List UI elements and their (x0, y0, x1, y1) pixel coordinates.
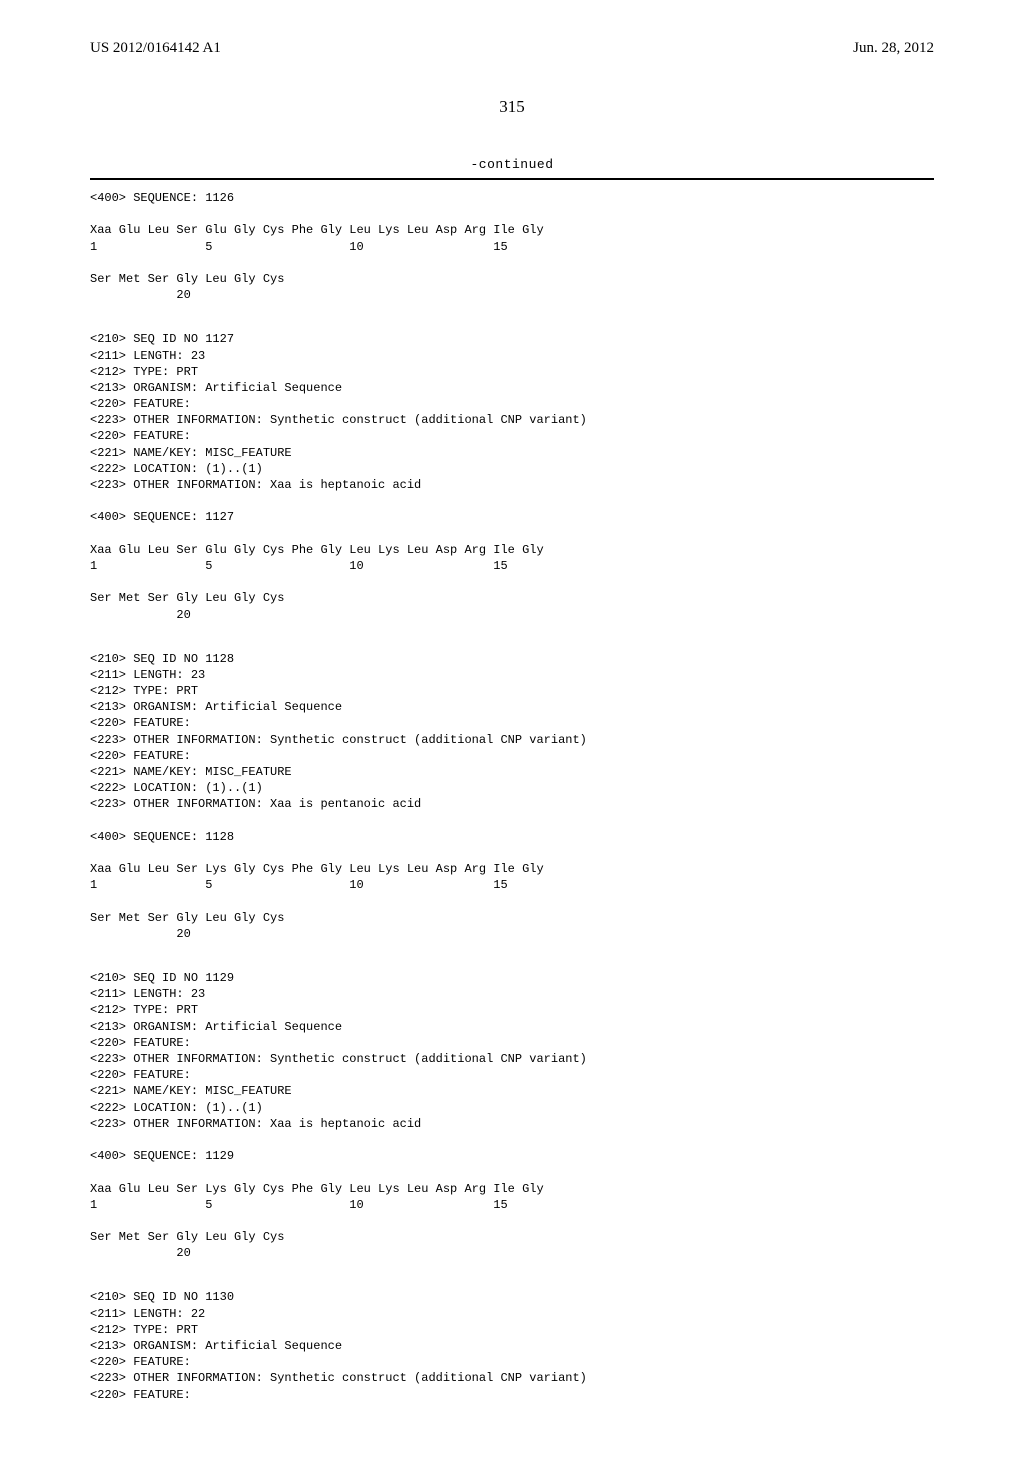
sequence-block: <210> SEQ ID NO 1130 <211> LENGTH: 22 <2… (90, 1289, 934, 1402)
sequence-block: <210> SEQ ID NO 1128 <211> LENGTH: 23 <2… (90, 651, 934, 942)
patent-page: US 2012/0164142 A1 Jun. 28, 2012 315 -co… (0, 0, 1024, 1471)
publication-date: Jun. 28, 2012 (853, 40, 934, 57)
sequence-block: <400> SEQUENCE: 1126 Xaa Glu Leu Ser Glu… (90, 190, 934, 303)
publication-number: US 2012/0164142 A1 (90, 40, 221, 57)
horizontal-rule (90, 178, 934, 180)
continued-label: -continued (90, 157, 934, 172)
page-header: US 2012/0164142 A1 Jun. 28, 2012 (90, 40, 934, 57)
sequence-block: <210> SEQ ID NO 1129 <211> LENGTH: 23 <2… (90, 970, 934, 1261)
sequence-block: <210> SEQ ID NO 1127 <211> LENGTH: 23 <2… (90, 331, 934, 622)
page-number: 315 (90, 97, 934, 117)
sequence-listing: <400> SEQUENCE: 1126 Xaa Glu Leu Ser Glu… (90, 190, 934, 1403)
